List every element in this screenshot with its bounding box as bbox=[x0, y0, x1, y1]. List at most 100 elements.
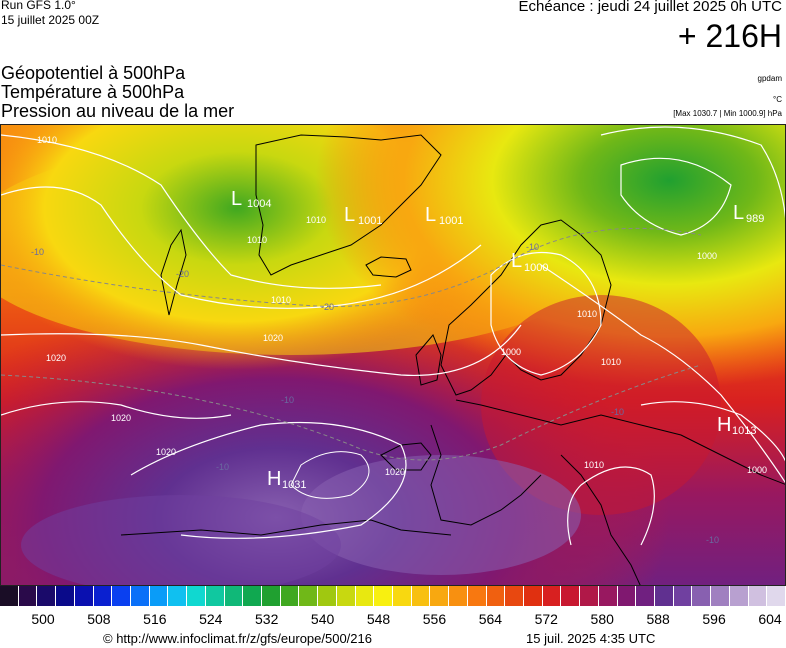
isobar-label: 1020 bbox=[156, 447, 176, 457]
scale-tick-label: 548 bbox=[366, 611, 391, 627]
scale-swatch bbox=[449, 586, 468, 606]
scale-swatch bbox=[299, 586, 319, 606]
high-center-letter: H bbox=[267, 468, 281, 490]
scale-swatch bbox=[467, 586, 487, 606]
scale-tick-label: 532 bbox=[255, 611, 279, 627]
scale-swatch bbox=[149, 586, 169, 606]
isobar-label: 1010 bbox=[37, 135, 57, 145]
copyright-url: © http://www.infoclimat.fr/z/gfs/europe/… bbox=[103, 631, 372, 646]
scale-swatch bbox=[37, 586, 57, 606]
param-temperature: Température à 500hPa bbox=[1, 82, 185, 102]
scale-tick-label: 564 bbox=[478, 611, 503, 627]
isobar-label: 1000 bbox=[747, 465, 767, 475]
scale-swatch bbox=[0, 586, 19, 606]
isobar-label: 1010 bbox=[584, 460, 604, 470]
scale-swatch bbox=[336, 586, 356, 606]
temperature-label: -20 bbox=[321, 302, 334, 312]
scale-swatch bbox=[542, 586, 562, 606]
scale-swatch bbox=[187, 586, 206, 606]
scale-swatch bbox=[224, 586, 244, 606]
scale-swatch bbox=[692, 586, 712, 606]
run-date: 15 juillet 2025 00Z bbox=[1, 13, 100, 27]
scale-ticks: 500 508 516 524 532 540 548 556 564 572 580 588 596 6… bbox=[0, 611, 786, 627]
scale-swatch bbox=[767, 586, 786, 606]
temperature-isolines bbox=[1, 227, 702, 461]
run-label: Run GFS 1.0° bbox=[1, 0, 76, 12]
isobar-label: 1010 bbox=[247, 235, 267, 245]
scale-swatch bbox=[636, 586, 655, 606]
low-center-letter: L bbox=[733, 202, 744, 224]
scale-swatch bbox=[411, 586, 431, 606]
scale-swatch bbox=[93, 586, 113, 606]
param-geopotential: Géopotentiel à 500hPa bbox=[1, 63, 186, 83]
isobar-label: 1020 bbox=[46, 353, 66, 363]
high-center-value: 1013 bbox=[732, 425, 756, 437]
scale-swatch bbox=[374, 586, 393, 606]
scale-tick-label: 508 bbox=[87, 611, 111, 627]
scale-swatch bbox=[74, 586, 94, 606]
scale-swatch bbox=[280, 586, 300, 606]
unit-temperature: °C bbox=[773, 95, 782, 104]
color-scale bbox=[0, 586, 786, 608]
temperature-label: -20 bbox=[176, 269, 189, 279]
temperature-label: -10 bbox=[526, 242, 539, 252]
scale-swatch bbox=[393, 586, 412, 606]
isobar-label: 1000 bbox=[697, 251, 717, 261]
scale-swatch bbox=[168, 586, 188, 606]
param-pressure: Pression au niveau de la mer bbox=[1, 101, 235, 121]
low-center-value: 1001 bbox=[439, 215, 463, 227]
unit-geopotential: gpdam bbox=[757, 74, 782, 83]
scale-swatch bbox=[580, 586, 599, 606]
temperature-label: -10 bbox=[611, 407, 624, 417]
scale-swatch bbox=[131, 586, 150, 606]
isobar-label: 1010 bbox=[271, 295, 291, 305]
scale-swatch bbox=[617, 586, 637, 606]
scale-tick-label: 588 bbox=[646, 611, 670, 627]
scale-swatch bbox=[355, 586, 375, 606]
scale-tick-label: 604 bbox=[758, 611, 782, 627]
scale-swatch bbox=[505, 586, 524, 606]
isobar-label: 1010 bbox=[601, 357, 621, 367]
low-center-letter: L bbox=[231, 188, 242, 210]
low-center-value: 1001 bbox=[358, 215, 382, 227]
scale-tick-label: 556 bbox=[422, 611, 447, 627]
temperature-label: -10 bbox=[281, 395, 294, 405]
scale-swatch bbox=[729, 586, 749, 606]
scale-swatch bbox=[655, 586, 674, 606]
isobar-label: 1020 bbox=[111, 413, 131, 423]
low-center-value: 1004 bbox=[247, 198, 271, 210]
scale-swatch bbox=[748, 586, 768, 606]
scale-swatch bbox=[711, 586, 730, 606]
scale-tick-label: 580 bbox=[590, 611, 614, 627]
low-center-value: 1000 bbox=[524, 262, 548, 274]
coastlines bbox=[120, 134, 785, 585]
scale-swatch bbox=[112, 586, 131, 606]
high-center-value: 1031 bbox=[282, 479, 306, 491]
high-center-letter: H bbox=[717, 414, 731, 436]
isobar-label: 1010 bbox=[306, 215, 326, 225]
low-center-letter: L bbox=[344, 204, 355, 226]
scale-swatch bbox=[318, 586, 337, 606]
low-center-value: 989 bbox=[746, 213, 764, 225]
scale-swatch bbox=[243, 586, 262, 606]
isobar-label: 1010 bbox=[577, 309, 597, 319]
scale-swatch bbox=[56, 586, 75, 606]
scale-swatch bbox=[673, 586, 693, 606]
isobars bbox=[1, 126, 785, 546]
scale-swatch bbox=[430, 586, 450, 606]
isobar-label: 1020 bbox=[263, 333, 283, 343]
scale-swatch bbox=[205, 586, 225, 606]
temperature-label: -10 bbox=[31, 247, 44, 257]
scale-swatch bbox=[561, 586, 581, 606]
forecast-horizon: + 216H bbox=[677, 18, 782, 54]
low-center-letter: L bbox=[511, 250, 522, 272]
isobar-label: 1020 bbox=[385, 467, 405, 477]
scale-swatch bbox=[486, 586, 506, 606]
generation-timestamp: 15 juil. 2025 4:35 UTC bbox=[526, 631, 656, 646]
scale-swatch bbox=[18, 586, 38, 606]
scale-swatch bbox=[262, 586, 281, 606]
map-canvas: L 1004 L 1001 L 1001 L 1000 L 989 H 1031… bbox=[1, 125, 785, 585]
scale-tick-label: 500 bbox=[31, 611, 55, 627]
scale-tick-label: 540 bbox=[310, 611, 335, 627]
scale-tick-label: 572 bbox=[534, 611, 558, 627]
